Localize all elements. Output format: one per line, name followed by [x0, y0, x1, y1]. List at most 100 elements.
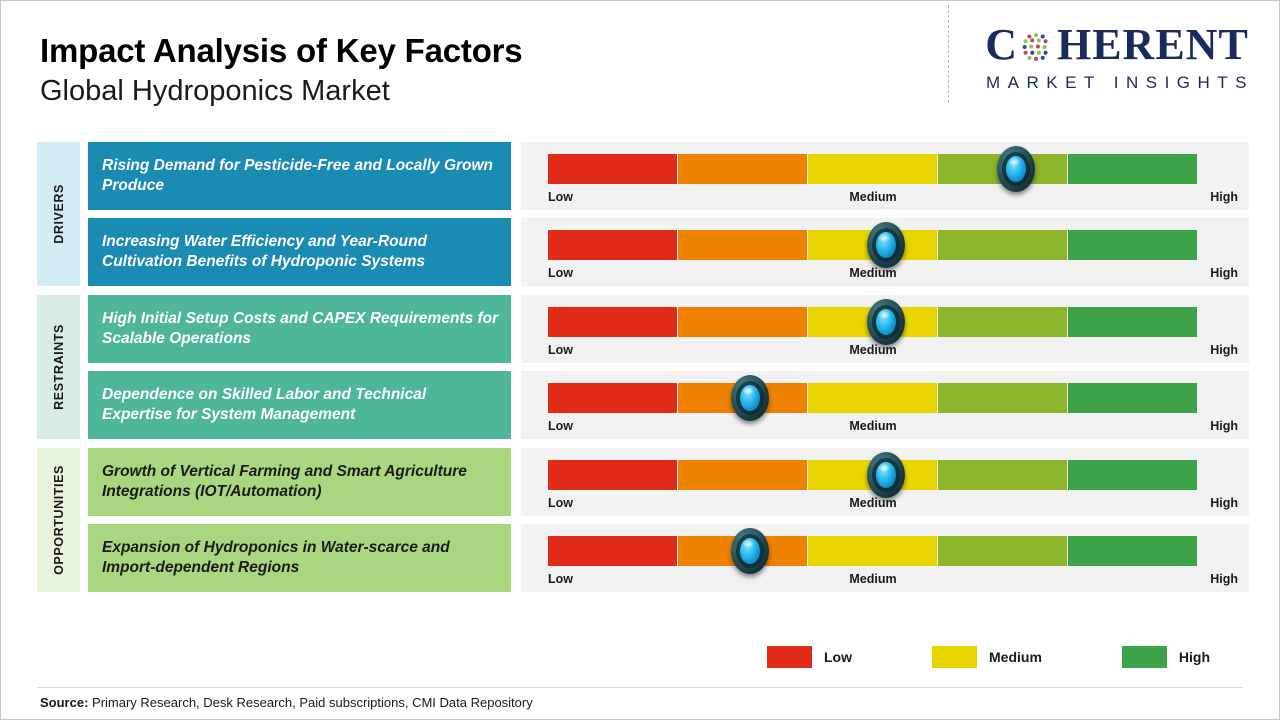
scale-label-medium: Medium — [849, 496, 897, 510]
gauge-bar — [548, 222, 1198, 268]
scale-label-low: Low — [548, 572, 573, 586]
gauge-segment-4 — [938, 307, 1068, 337]
category-text: OPPORTUNITIES — [51, 465, 66, 575]
legend-swatch — [932, 646, 977, 668]
factor-text: Expansion of Hydroponics in Water-scarce… — [102, 539, 450, 576]
scale-label-medium: Medium — [849, 572, 897, 586]
gauge-inner: Low Medium High — [548, 528, 1238, 592]
legend-label: Low — [824, 649, 852, 665]
factor-group: RESTRAINTS High Initial Setup Costs and C… — [37, 295, 1249, 439]
gauge-inner: Low Medium High — [548, 146, 1238, 210]
factor-text: Rising Demand for Pesticide-Free and Loc… — [102, 157, 494, 194]
factor-card[interactable]: Dependence on Skilled Labor and Technica… — [88, 371, 511, 439]
gauge-segment-5 — [1068, 230, 1198, 260]
gauge-segment-3 — [808, 460, 938, 490]
gauge-bar — [548, 146, 1198, 192]
source-label: Source: — [40, 695, 89, 710]
gauge-bar — [548, 528, 1198, 574]
category-text: DRIVERS — [51, 184, 66, 244]
impact-gauge: Low Medium High — [521, 142, 1249, 210]
company-logo: C HERENT MARKET INSIGHTS — [967, 23, 1267, 93]
gauge-scale: Low Medium High — [548, 494, 1238, 516]
gauge-segment-2 — [678, 383, 808, 413]
gauge-segment-3 — [808, 230, 938, 260]
gauge-segment-1 — [548, 154, 678, 184]
factor-text: Dependence on Skilled Labor and Technica… — [102, 386, 427, 423]
gauge-segment-4 — [938, 460, 1068, 490]
gauge-segment-5 — [1068, 307, 1198, 337]
gauge-segment-4 — [938, 154, 1068, 184]
legend-item: Medium — [932, 646, 1042, 668]
factor-text: Increasing Water Efficiency and Year-Rou… — [102, 233, 428, 270]
factor-row: Growth of Vertical Farming and Smart Agr… — [88, 448, 1249, 516]
gauge-inner: Low Medium High — [548, 452, 1238, 516]
gauge-segment-2 — [678, 460, 808, 490]
scale-label-medium: Medium — [849, 419, 897, 433]
gauge-segment-5 — [1068, 383, 1198, 413]
factor-card[interactable]: Rising Demand for Pesticide-Free and Loc… — [88, 142, 511, 210]
gauge-segment-1 — [548, 383, 678, 413]
gauge-scale: Low Medium High — [548, 188, 1238, 210]
scale-label-low: Low — [548, 343, 573, 357]
legend-swatch — [1121, 646, 1167, 668]
source-text: Primary Research, Desk Research, Paid su… — [88, 695, 533, 710]
dotted-globe-icon — [1018, 28, 1056, 66]
scale-label-low: Low — [548, 266, 573, 280]
gauge-inner: Low Medium High — [548, 222, 1238, 286]
gauge-segment-5 — [1068, 154, 1198, 184]
scale-label-low: Low — [548, 496, 573, 510]
scale-label-medium: Medium — [849, 190, 897, 204]
impact-gauge: Low Medium High — [521, 371, 1249, 439]
gauge-bar — [548, 452, 1198, 498]
gauge-segment-3 — [808, 154, 938, 184]
legend-label: Medium — [989, 649, 1042, 665]
factor-row: Expansion of Hydroponics in Water-scarce… — [88, 524, 1249, 592]
gauge-bar — [548, 299, 1198, 345]
gauge-scale: Low Medium High — [548, 341, 1238, 363]
factor-row: High Initial Setup Costs and CAPEX Requi… — [88, 295, 1249, 363]
factor-group: OPPORTUNITIES Growth of Vertical Farming … — [37, 448, 1249, 592]
gauge-segment-4 — [938, 230, 1068, 260]
legend-swatch — [767, 646, 812, 668]
legend-label: High — [1178, 649, 1210, 665]
factor-group: DRIVERS Rising Demand for Pesticide-Free … — [37, 142, 1249, 286]
scale-label-low: Low — [548, 190, 573, 204]
gauge-segment-4 — [938, 536, 1068, 566]
page-title-block: Impact Analysis of Key Factors Global Hy… — [40, 32, 523, 108]
legend: Low Medium High — [767, 646, 1210, 668]
category-label-drivers: DRIVERS — [37, 142, 80, 286]
scale-label-high: High — [1210, 419, 1238, 433]
legend-item: High — [1121, 646, 1210, 668]
impact-gauge: Low Medium High — [521, 524, 1249, 592]
impact-gauge: Low Medium High — [521, 448, 1249, 516]
source-note: Source: Primary Research, Desk Research,… — [40, 695, 533, 710]
gauge-segment-2 — [678, 536, 808, 566]
legend-item: Low — [767, 646, 852, 668]
logo-tagline: MARKET INSIGHTS — [985, 73, 1255, 92]
gauge-inner: Low Medium High — [548, 375, 1238, 439]
factor-card[interactable]: High Initial Setup Costs and CAPEX Requi… — [88, 295, 511, 363]
category-label-opportunities: OPPORTUNITIES — [37, 448, 80, 592]
source-divider — [37, 687, 1243, 688]
factor-row: Dependence on Skilled Labor and Technica… — [88, 371, 1249, 439]
scale-label-low: Low — [548, 419, 573, 433]
gauge-segment-2 — [678, 154, 808, 184]
factor-text: Growth of Vertical Farming and Smart Agr… — [102, 463, 467, 500]
category-text: RESTRAINTS — [51, 324, 66, 410]
gauge-segment-5 — [1068, 536, 1198, 566]
factor-row: Increasing Water Efficiency and Year-Rou… — [88, 218, 1249, 286]
page-title: Impact Analysis of Key Factors — [40, 32, 523, 69]
group-rows: High Initial Setup Costs and CAPEX Requi… — [88, 295, 1249, 439]
gauge-segment-3 — [808, 383, 938, 413]
factor-card[interactable]: Growth of Vertical Farming and Smart Agr… — [88, 448, 511, 516]
factor-card[interactable]: Expansion of Hydroponics in Water-scarce… — [88, 524, 511, 592]
gauge-scale: Low Medium High — [548, 264, 1238, 286]
gauge-segment-5 — [1068, 460, 1198, 490]
logo-letter-c: C — [985, 20, 1018, 69]
scale-label-high: High — [1210, 190, 1238, 204]
factor-rows: DRIVERS Rising Demand for Pesticide-Free … — [37, 142, 1249, 592]
scale-label-medium: Medium — [849, 343, 897, 357]
gauge-segment-4 — [938, 383, 1068, 413]
factor-row: Rising Demand for Pesticide-Free and Loc… — [88, 142, 1249, 210]
factor-card[interactable]: Increasing Water Efficiency and Year-Rou… — [88, 218, 511, 286]
